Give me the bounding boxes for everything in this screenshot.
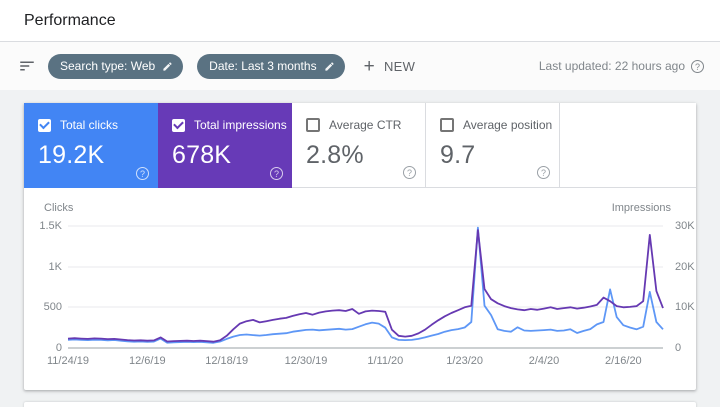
metric-label: Total impressions: [194, 118, 287, 132]
performance-line-chart: [67, 226, 664, 344]
filter-icon[interactable]: [18, 57, 36, 75]
help-icon[interactable]: ?: [403, 166, 416, 179]
search-type-chip-label: Search type: Web: [60, 59, 156, 73]
right-axis-tick-labels: 30K 20K 10K 0: [675, 220, 715, 354]
metric-label: Average position: [463, 118, 553, 132]
date-range-chip-label: Date: Last 3 months: [209, 59, 317, 73]
axis-tick-label: 30K: [675, 220, 695, 232]
metric-card-average-position[interactable]: Average position 9.7 ?: [426, 103, 560, 188]
x-tick-label: 2/16/20: [604, 355, 642, 367]
metric-value: 9.7: [440, 141, 476, 169]
metric-label: Average CTR: [329, 118, 402, 132]
series-line-total-impressions: [67, 229, 664, 343]
chart-plot-area[interactable]: [67, 225, 664, 349]
filter-bar: Search type: Web Date: Last 3 months + N…: [0, 42, 720, 90]
help-icon[interactable]: ?: [270, 167, 283, 180]
axis-tick-label: 10K: [675, 301, 695, 314]
edit-icon: [324, 61, 334, 71]
x-axis-labels: 11/24/19 12/6/19 12/18/19 12/30/19 1/11/20 1/…: [47, 355, 663, 369]
axis-tick-label: 500: [43, 301, 62, 314]
app-header: Performance: [0, 0, 720, 42]
next-panel-top-edge: [24, 402, 696, 407]
axis-tick-label: 1K: [48, 260, 62, 273]
x-tick-label: 12/30/19: [284, 355, 328, 367]
x-tick-label: 11/24/19: [46, 355, 90, 367]
metric-card-header: Total clicks: [38, 118, 158, 132]
metric-cards-row: Total clicks 19.2K ? Total impressions 6…: [24, 103, 696, 188]
grid-line: [68, 306, 663, 308]
metric-value: 678K: [172, 141, 232, 169]
grid-line: [68, 225, 663, 227]
help-icon[interactable]: ?: [136, 167, 149, 180]
metric-value: 2.8%: [306, 141, 364, 169]
series-line-total-clicks: [67, 226, 664, 344]
axis-tick-label: 20K: [675, 260, 695, 273]
checkbox-checked-icon[interactable]: [172, 118, 185, 132]
help-icon[interactable]: ?: [691, 59, 704, 73]
x-tick-label: 12/18/19: [205, 355, 249, 367]
metric-card-header: Average position: [440, 118, 559, 132]
metric-card-total-impressions[interactable]: Total impressions 678K ?: [158, 103, 292, 188]
x-axis-baseline: [68, 347, 663, 349]
grid-line: [68, 266, 663, 268]
metric-card-header: Total impressions: [172, 118, 292, 132]
checkbox-unchecked-icon[interactable]: [306, 118, 320, 132]
help-icon[interactable]: ?: [537, 166, 550, 179]
metric-card-total-clicks[interactable]: Total clicks 19.2K ?: [24, 103, 158, 188]
plus-icon: +: [363, 55, 375, 77]
new-filter-label: NEW: [383, 58, 416, 74]
metric-label: Total clicks: [60, 118, 119, 132]
search-type-chip[interactable]: Search type: Web: [48, 53, 184, 79]
x-tick-label: 2/4/20: [528, 355, 560, 367]
checkbox-checked-icon[interactable]: [38, 118, 51, 132]
x-tick-label: 1/23/20: [446, 355, 484, 367]
axis-tick-label: 1.5K: [39, 220, 62, 232]
metric-card-header: Average CTR: [306, 118, 425, 132]
edit-icon: [163, 61, 172, 71]
left-axis-title: Clicks: [44, 202, 74, 214]
last-updated-text: Last updated: 22 hours ago: [538, 59, 685, 73]
left-axis-tick-labels: 1.5K 1K 500 0: [24, 220, 62, 354]
metric-value: 19.2K: [38, 141, 105, 169]
page-title: Performance: [24, 12, 116, 29]
checkbox-unchecked-icon[interactable]: [440, 118, 454, 132]
metric-card-average-ctr[interactable]: Average CTR 2.8% ?: [292, 103, 426, 188]
right-axis-title: Impressions: [611, 202, 671, 214]
axis-tick-label: 0: [55, 342, 62, 354]
performance-card: Total clicks 19.2K ? Total impressions 6…: [24, 103, 696, 390]
cells-row-filler: [560, 103, 696, 188]
x-tick-label: 1/11/20: [367, 355, 404, 367]
new-filter-button[interactable]: + NEW: [364, 57, 416, 76]
axis-tick-label: 0: [675, 342, 682, 354]
x-tick-label: 12/6/19: [128, 355, 166, 367]
date-range-chip[interactable]: Date: Last 3 months: [197, 53, 345, 79]
last-updated: Last updated: 22 hours ago ?: [539, 59, 704, 73]
